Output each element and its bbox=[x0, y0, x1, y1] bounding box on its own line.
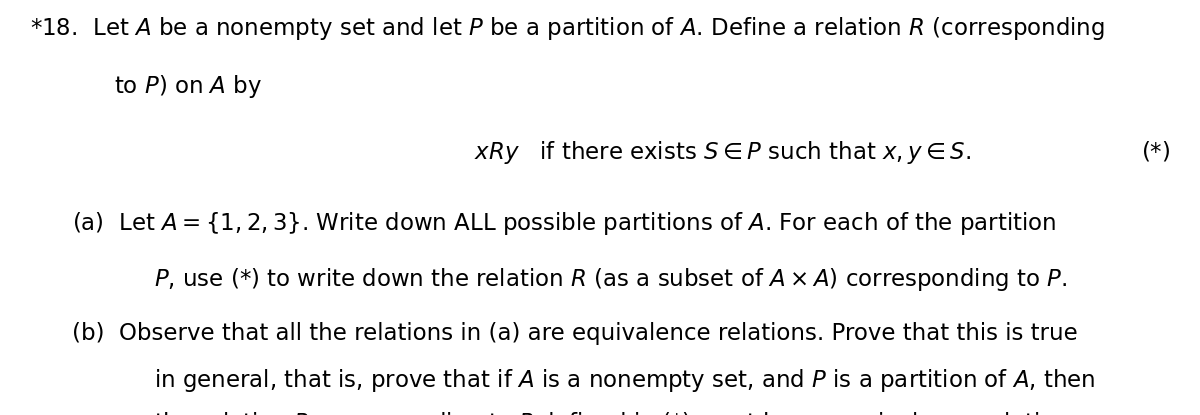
Text: (b)  Observe that all the relations in (a) are equivalence relations. Prove that: (b) Observe that all the relations in (a… bbox=[72, 322, 1078, 344]
Text: the relation $R$ corresponding to $P$ defined in $(*)$ must be an equivalence re: the relation $R$ corresponding to $P$ de… bbox=[154, 410, 1074, 415]
Text: $P$, use $(*)$ to write down the relation $R$ (as a subset of $A\times A$) corre: $P$, use $(*)$ to write down the relatio… bbox=[154, 266, 1067, 293]
Text: (a)  Let $A = \{1,2,3\}$. Write down ALL possible partitions of $A$. For each of: (a) Let $A = \{1,2,3\}$. Write down ALL … bbox=[72, 210, 1056, 237]
Text: *18.  Let $A$ be a nonempty set and let $P$ be a partition of $A$. Define a rela: *18. Let $A$ be a nonempty set and let $… bbox=[30, 15, 1105, 42]
Text: $(*)$: $(*)$ bbox=[1141, 139, 1170, 163]
Text: to $P$) on $A$ by: to $P$) on $A$ by bbox=[114, 73, 263, 100]
Text: in general, that is, prove that if $A$ is a nonempty set, and $P$ is a partition: in general, that is, prove that if $A$ i… bbox=[154, 367, 1096, 394]
Text: $xRy$   if there exists $S\in P$ such that $x,y\in S$.: $xRy$ if there exists $S\in P$ such that… bbox=[474, 139, 971, 166]
